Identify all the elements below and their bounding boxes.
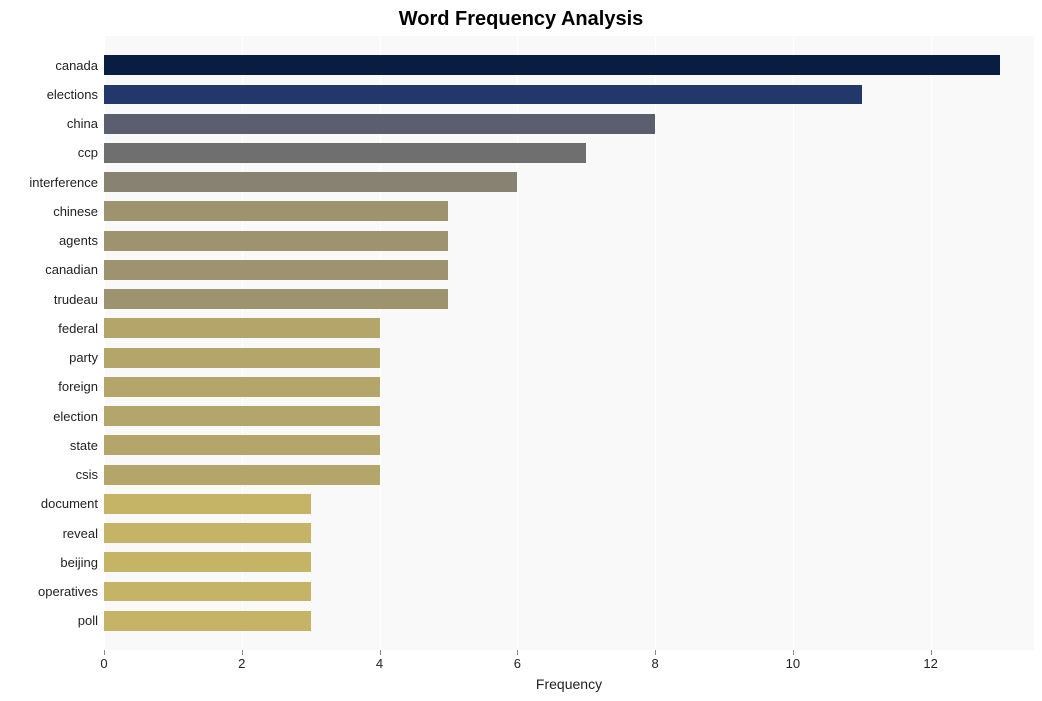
gridline: [931, 36, 932, 650]
word-frequency-chart: Word Frequency Analysis Frequency: [0, 0, 1042, 701]
bar: [104, 494, 311, 514]
x-tick: [104, 650, 105, 655]
bar: [104, 201, 448, 221]
x-tick: [242, 650, 243, 655]
y-tick-label: election: [0, 409, 98, 424]
bar: [104, 611, 311, 631]
y-tick-label: trudeau: [0, 292, 98, 307]
y-tick-label: document: [0, 496, 98, 511]
y-tick-label: poll: [0, 613, 98, 628]
bar: [104, 465, 380, 485]
chart-title: Word Frequency Analysis: [0, 8, 1042, 31]
bar: [104, 435, 380, 455]
bar: [104, 377, 380, 397]
gridline: [793, 36, 794, 650]
bar: [104, 582, 311, 602]
x-tick: [793, 650, 794, 655]
bar: [104, 172, 517, 192]
y-tick-label: ccp: [0, 145, 98, 160]
y-tick-label: state: [0, 438, 98, 453]
y-tick-label: agents: [0, 233, 98, 248]
bar: [104, 143, 586, 163]
y-tick-label: beijing: [0, 555, 98, 570]
x-tick-label: 6: [514, 656, 521, 671]
y-tick-label: federal: [0, 321, 98, 336]
bar: [104, 348, 380, 368]
bar: [104, 318, 380, 338]
bar: [104, 260, 448, 280]
bar: [104, 231, 448, 251]
x-tick-label: 8: [651, 656, 658, 671]
bar: [104, 114, 655, 134]
bar: [104, 523, 311, 543]
x-tick-label: 0: [100, 656, 107, 671]
y-tick-label: operatives: [0, 584, 98, 599]
y-tick-label: reveal: [0, 526, 98, 541]
y-tick-label: interference: [0, 175, 98, 190]
bar: [104, 289, 448, 309]
x-tick-label: 2: [238, 656, 245, 671]
bar: [104, 85, 862, 105]
x-tick: [931, 650, 932, 655]
x-tick: [380, 650, 381, 655]
y-tick-label: canada: [0, 58, 98, 73]
bar: [104, 552, 311, 572]
y-tick-label: elections: [0, 87, 98, 102]
gridline: [655, 36, 656, 650]
x-tick-label: 10: [786, 656, 800, 671]
y-tick-label: china: [0, 116, 98, 131]
bar: [104, 55, 1000, 75]
x-tick-label: 12: [923, 656, 937, 671]
y-tick-label: foreign: [0, 379, 98, 394]
y-tick-label: csis: [0, 467, 98, 482]
y-tick-label: chinese: [0, 204, 98, 219]
x-axis-label: Frequency: [104, 676, 1034, 692]
y-tick-label: party: [0, 350, 98, 365]
y-tick-label: canadian: [0, 262, 98, 277]
bar: [104, 406, 380, 426]
plot-area: [104, 36, 1034, 650]
x-tick: [517, 650, 518, 655]
x-tick: [655, 650, 656, 655]
x-tick-label: 4: [376, 656, 383, 671]
